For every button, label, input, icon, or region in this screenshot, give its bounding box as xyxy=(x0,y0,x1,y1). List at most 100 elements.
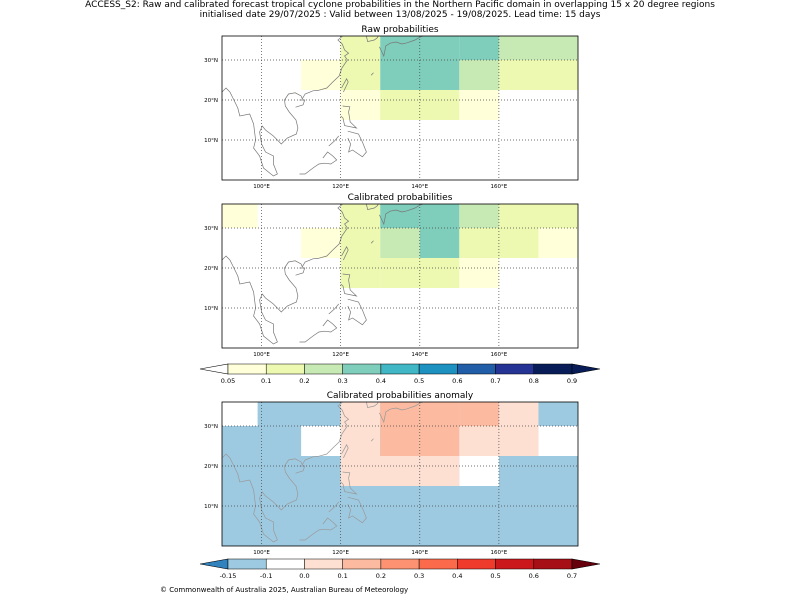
anomaly-colorbar: -0.15 -0.1 0.0 0.1 0.2 0.3 0.4 0.5 0.6 0.7 xyxy=(199,558,601,580)
map-frame xyxy=(221,203,579,349)
probability-cell xyxy=(222,402,258,426)
x-tick-label: 160°E xyxy=(491,184,508,190)
coastline xyxy=(295,267,306,276)
probability-cell xyxy=(222,204,258,228)
y-tick-label: 30°N xyxy=(204,424,218,430)
colorbar-tick-label: 0.8 xyxy=(529,377,539,385)
probability-cell xyxy=(459,456,499,486)
colorbar-tick-label: 0.2 xyxy=(376,572,386,580)
map-panel-3: 100°E 120°E 140°E 160°E 10°N 20°N 30°N Calibrat… xyxy=(204,391,579,556)
panel-title: Raw probabilities xyxy=(361,25,439,35)
probability-cell xyxy=(498,60,578,90)
coastline xyxy=(341,246,349,261)
panel-title: Calibrated probabilities xyxy=(348,193,453,203)
colorbar-segment xyxy=(457,558,496,570)
y-tick-label: 20°N xyxy=(204,98,218,104)
probability-cell xyxy=(419,402,460,456)
colorbar-tick-label: 0.4 xyxy=(452,572,462,580)
map-panel-1: 100°E 120°E 140°E 160°E 10°N 20°N 30°N Raw prob… xyxy=(204,25,579,190)
coastline xyxy=(299,517,338,541)
y-tick-label: 10°N xyxy=(204,306,218,312)
probability-cell xyxy=(301,426,341,456)
x-tick-label: 120°E xyxy=(332,352,349,358)
colorbar-tick-label: 0.6 xyxy=(452,377,462,385)
colorbar-tick-label: -0.1 xyxy=(260,572,273,580)
colorbar-segment xyxy=(380,558,420,570)
coastline xyxy=(347,130,367,158)
coastline xyxy=(221,35,350,177)
y-tick-label: 20°N xyxy=(204,266,218,272)
colorbar-tick-label: 0.3 xyxy=(337,377,347,385)
colorbar-under-arrow xyxy=(199,558,229,570)
colorbar-segment xyxy=(227,363,267,375)
coastline xyxy=(340,273,358,297)
coastline xyxy=(221,401,350,543)
coastline xyxy=(341,444,349,459)
x-tick-label: 140°E xyxy=(411,184,428,190)
probability-cell xyxy=(459,36,499,60)
y-tick-label: 10°N xyxy=(204,138,218,144)
colorbar-tick-label: 0.7 xyxy=(567,572,577,580)
colorbar-segment xyxy=(342,558,382,570)
y-tick-label: 20°N xyxy=(204,464,218,470)
coastline xyxy=(295,99,306,108)
map-panel-2: 100°E 120°E 140°E 160°E 10°N 20°N 30°N Calibrat… xyxy=(204,193,579,358)
colorbar-segment xyxy=(495,558,535,570)
probability-cell xyxy=(380,228,420,258)
x-tick-label: 100°E xyxy=(253,352,270,358)
x-tick-label: 120°E xyxy=(332,184,349,190)
coastline xyxy=(299,319,338,343)
colorbar-over-arrow xyxy=(571,558,601,570)
copyright-footer: © Commonwealth of Australia 2025, Austra… xyxy=(160,586,409,594)
x-tick-label: 140°E xyxy=(411,550,428,556)
probability-cell xyxy=(538,228,578,258)
colorbar-segment xyxy=(495,363,535,375)
coastline xyxy=(299,151,338,175)
coastline xyxy=(379,203,424,226)
coastline xyxy=(340,105,358,129)
probability-cell xyxy=(301,228,341,258)
colorbar-tick-label: 0.2 xyxy=(299,377,309,385)
coastline xyxy=(366,401,379,409)
probability-cell xyxy=(301,60,341,90)
y-tick-label: 30°N xyxy=(204,226,218,232)
coastline xyxy=(370,240,374,244)
colorbar-tick-label: 0.3 xyxy=(414,572,424,580)
figure-title: ACCESS_S2: Raw and calibrated forecast t… xyxy=(85,0,715,10)
coastline xyxy=(370,438,374,442)
colorbar-tick-label: 0.05 xyxy=(221,377,235,385)
colorbar-segment xyxy=(265,558,305,570)
colorbar-tick-label: 0.1 xyxy=(337,572,347,580)
colorbar-segment xyxy=(533,558,573,570)
probability-cell xyxy=(498,402,539,456)
probability-cell xyxy=(498,36,578,60)
colorbar-segment xyxy=(304,558,343,570)
probability-cell xyxy=(340,456,420,486)
probability-cell xyxy=(380,204,420,228)
coastline xyxy=(328,135,339,147)
figure-subtitle: initialised date 29/07/2025 : Valid betw… xyxy=(199,10,601,20)
probability-cell xyxy=(340,60,381,90)
probability-cell xyxy=(340,90,381,120)
coastline xyxy=(295,465,306,474)
coastline xyxy=(379,35,424,58)
coastline xyxy=(340,471,358,495)
x-tick-label: 140°E xyxy=(411,352,428,358)
colorbar-tick-label: 0.4 xyxy=(376,377,386,385)
colorbar-segment xyxy=(265,363,305,375)
probability-colorbar: 0.05 0.1 0.2 0.3 0.4 0.5 0.6 0.7 0.8 0.9 xyxy=(199,363,601,385)
probability-cell xyxy=(459,426,499,456)
colorbar-segment xyxy=(457,363,496,375)
colorbar-tick-label: 0.5 xyxy=(414,377,424,385)
x-tick-label: 120°E xyxy=(332,550,349,556)
x-tick-label: 160°E xyxy=(491,550,508,556)
colorbar-segment xyxy=(342,363,382,375)
colorbar-segment xyxy=(533,363,573,375)
probability-cell xyxy=(459,402,499,426)
colorbar-tick-label: 0.7 xyxy=(490,377,500,385)
colorbar-segment xyxy=(304,363,343,375)
coastline xyxy=(328,303,339,315)
colorbar-over-arrow xyxy=(571,363,601,375)
map-frame xyxy=(221,401,579,547)
probability-cell xyxy=(459,204,499,228)
